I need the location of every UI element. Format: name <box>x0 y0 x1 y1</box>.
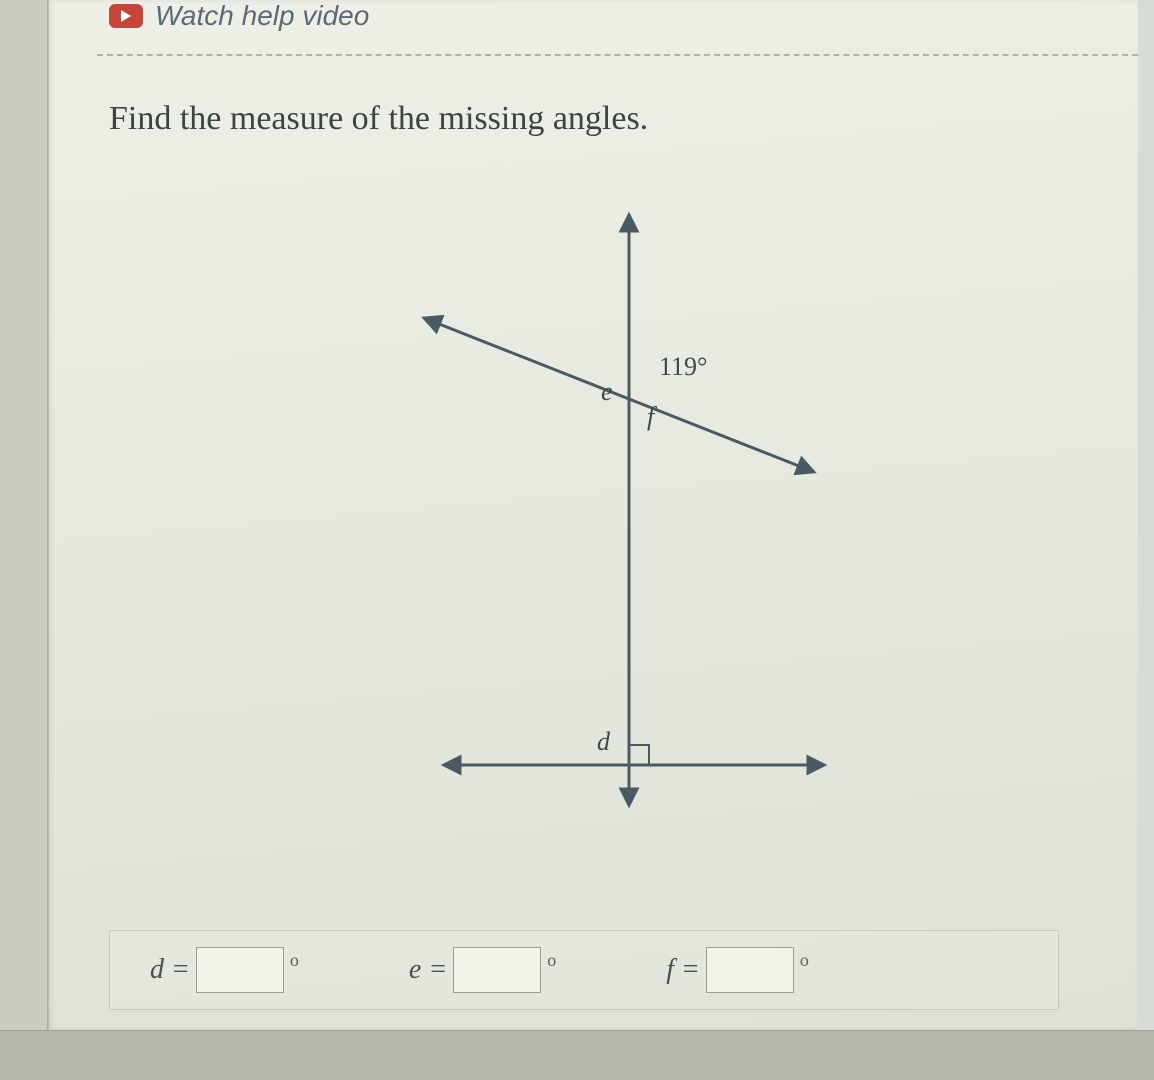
angle-diagram: 119° e f d <box>299 190 859 840</box>
question-prompt: Find the measure of the missing angles. <box>109 100 648 138</box>
video-play-icon <box>109 4 143 28</box>
left-margin <box>0 0 48 1080</box>
degree-unit: o <box>290 950 299 971</box>
answer-area: d = o e = o f = o <box>109 930 1059 1010</box>
known-angle-label: 119° <box>659 352 707 381</box>
help-video-label: Watch help video <box>155 0 369 32</box>
degree-unit: o <box>800 950 809 971</box>
watch-help-video-link[interactable]: Watch help video <box>109 0 369 32</box>
slanted-line <box>429 320 809 470</box>
answer-e-input[interactable] <box>453 947 541 993</box>
divider <box>97 54 1138 56</box>
angle-e-label: e <box>601 377 613 406</box>
bottom-bar <box>0 1030 1154 1080</box>
answer-f-input[interactable] <box>706 947 794 993</box>
answer-e-group: e = o <box>409 947 556 993</box>
answer-f-group: f = o <box>666 947 809 993</box>
right-angle-marker <box>629 745 649 765</box>
degree-unit: o <box>547 950 556 971</box>
angle-f-label: f <box>647 402 658 431</box>
answer-f-label: f = <box>666 954 700 986</box>
page: Watch help video Find the measure of the… <box>48 0 1138 1030</box>
answer-d-label: d = <box>150 954 190 986</box>
angle-d-label: d <box>597 727 611 756</box>
answer-d-input[interactable] <box>196 947 284 993</box>
answer-d-group: d = o <box>150 947 299 993</box>
answer-e-label: e = <box>409 954 447 986</box>
